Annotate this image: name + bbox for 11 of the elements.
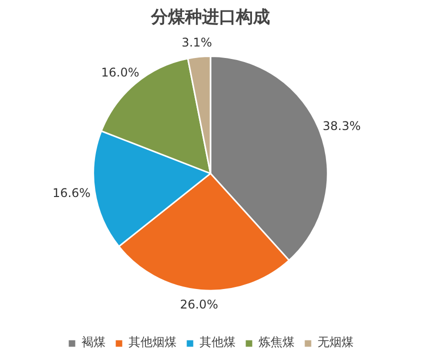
data-label: 16.6% xyxy=(52,186,91,200)
data-label: 3.1% xyxy=(182,36,212,50)
legend-label: 其他煤 xyxy=(200,334,236,351)
legend-label: 无烟煤 xyxy=(318,334,354,351)
legend-label: 其他烟煤 xyxy=(128,334,176,351)
data-label: 38.3% xyxy=(322,119,361,134)
data-label: 26.0% xyxy=(180,298,218,312)
legend-label: 炼焦煤 xyxy=(258,334,294,351)
chart-title: 分煤种进口构成 xyxy=(150,8,270,28)
data-label: 16.0% xyxy=(101,66,140,80)
legend-label: 褐煤 xyxy=(82,334,106,351)
